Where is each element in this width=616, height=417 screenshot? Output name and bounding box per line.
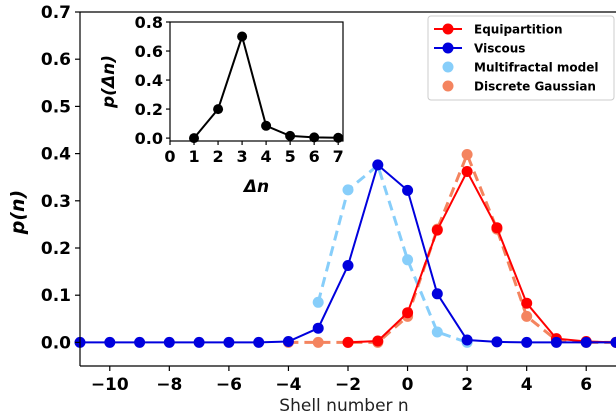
- data-point: [402, 307, 414, 319]
- legend-marker: [442, 23, 454, 35]
- x-tick-label: −10: [91, 375, 129, 395]
- y-tick-label: 0.7: [41, 3, 71, 23]
- y-tick-label: 0.6: [41, 50, 71, 70]
- data-point: [312, 322, 324, 334]
- inset-data-point: [189, 133, 199, 144]
- x-tick-label: −8: [156, 375, 182, 395]
- legend-label: Multifractal model: [474, 61, 599, 75]
- data-point: [491, 336, 503, 348]
- data-point: [580, 336, 592, 348]
- legend-marker: [442, 42, 454, 54]
- data-point: [372, 159, 384, 171]
- inset-x-tick-label: 1: [188, 147, 199, 166]
- main-axes: −10 −8 −6 −4 −2 0 2 4 6 0.0 0.1 0.2 0.3 0.4 0.5 0.6 0.7: [41, 3, 616, 395]
- inset-y-tick-label: 0.4: [135, 71, 163, 90]
- inset-frame: [169, 21, 344, 142]
- y-tick-label: 0.4: [41, 145, 71, 165]
- inset-x-tick-label: 5: [285, 147, 296, 166]
- x-tick-label: 0: [402, 375, 414, 395]
- x-tick-label: 2: [461, 375, 473, 395]
- x-axis-label: Shell number n: [279, 396, 408, 416]
- data-point: [342, 336, 354, 348]
- data-point: [461, 149, 473, 160]
- y-tick-label: 0.2: [41, 239, 71, 259]
- y-tick-label: 0.3: [41, 192, 71, 212]
- data-point: [431, 326, 443, 338]
- data-point: [431, 288, 443, 300]
- inset-x-tick-label: 4: [261, 147, 272, 166]
- inset-x-tick-label: 3: [237, 147, 248, 166]
- series-equipartition: [342, 166, 616, 348]
- inset-y-tick-label: 0.2: [135, 100, 163, 119]
- data-point: [372, 335, 384, 347]
- inset-x-tick-label: 7: [333, 147, 344, 166]
- inset-x-tick-label: 2: [212, 147, 223, 166]
- legend-item: Equipartition: [434, 23, 563, 37]
- inset-y-tick-label: 0.8: [135, 13, 163, 32]
- inset-data-point: [237, 31, 248, 42]
- legend-label: Discrete Gaussian: [474, 80, 596, 94]
- legend-item: Viscous: [434, 42, 525, 56]
- inset-data-point: [261, 120, 272, 131]
- inset-data-point: [309, 132, 320, 143]
- inset-data-point: [285, 130, 296, 141]
- inset-y-tick-label: 0.0: [135, 129, 163, 148]
- series-line: [316, 162, 468, 344]
- legend-item: Discrete Gaussian: [442, 80, 596, 94]
- legend-item: Multifractal model: [442, 61, 599, 75]
- series-line: [347, 169, 616, 344]
- inset-x-tick-label: 6: [309, 147, 320, 166]
- series-line: [288, 150, 616, 344]
- data-point: [134, 336, 146, 348]
- data-point: [402, 254, 414, 266]
- data-point: [431, 224, 443, 236]
- x-tick-label: −2: [335, 375, 361, 395]
- inset-plot: 0 1 2 3 4 5 6 7 0.0 0.2 0.4 0.6 0.8 Δn p(Δn): [99, 13, 344, 197]
- data-point: [104, 336, 116, 348]
- data-point: [521, 297, 533, 309]
- data-point: [610, 336, 616, 348]
- data-point: [312, 296, 324, 308]
- data-point: [461, 334, 473, 346]
- inset-x-tick-label: 0: [164, 147, 175, 166]
- data-point: [163, 336, 175, 348]
- data-point: [550, 336, 562, 348]
- legend-marker: [442, 80, 454, 92]
- main-series-group: [74, 149, 616, 348]
- data-point: [312, 336, 324, 348]
- x-tick-label: 4: [521, 375, 533, 395]
- legend-marker: [442, 61, 454, 73]
- y-tick-label: 0.1: [41, 286, 71, 306]
- inset-x-axis-label: Δn: [242, 177, 269, 197]
- data-point: [342, 184, 354, 196]
- data-point: [253, 336, 265, 348]
- data-point: [342, 260, 354, 271]
- series-multifractal-model: [312, 159, 473, 348]
- inset-y-tick-label: 0.6: [135, 42, 163, 61]
- x-tick-label: 6: [580, 375, 592, 395]
- legend-frame: [427, 15, 615, 101]
- data-point: [461, 166, 473, 177]
- data-point: [193, 336, 205, 348]
- legend-label: Viscous: [474, 42, 525, 56]
- data-point: [223, 336, 235, 348]
- inset-data-point: [213, 104, 224, 115]
- y-tick-label: 0.5: [41, 97, 71, 117]
- data-point: [521, 336, 533, 348]
- legend: Equipartition Viscous Multifractal model Di…: [427, 15, 615, 101]
- inset-y-axis-label: p(Δn): [99, 55, 119, 109]
- legend-label: Equipartition: [474, 23, 563, 37]
- data-point: [521, 310, 533, 322]
- y-axis-label: p(n): [7, 190, 29, 236]
- data-point: [491, 222, 503, 234]
- x-tick-label: −4: [275, 375, 301, 395]
- y-tick-label: 0.0: [41, 333, 71, 353]
- data-point: [402, 184, 414, 196]
- inset-data-point: [333, 132, 344, 143]
- data-point: [282, 336, 294, 347]
- x-tick-label: −6: [216, 375, 242, 395]
